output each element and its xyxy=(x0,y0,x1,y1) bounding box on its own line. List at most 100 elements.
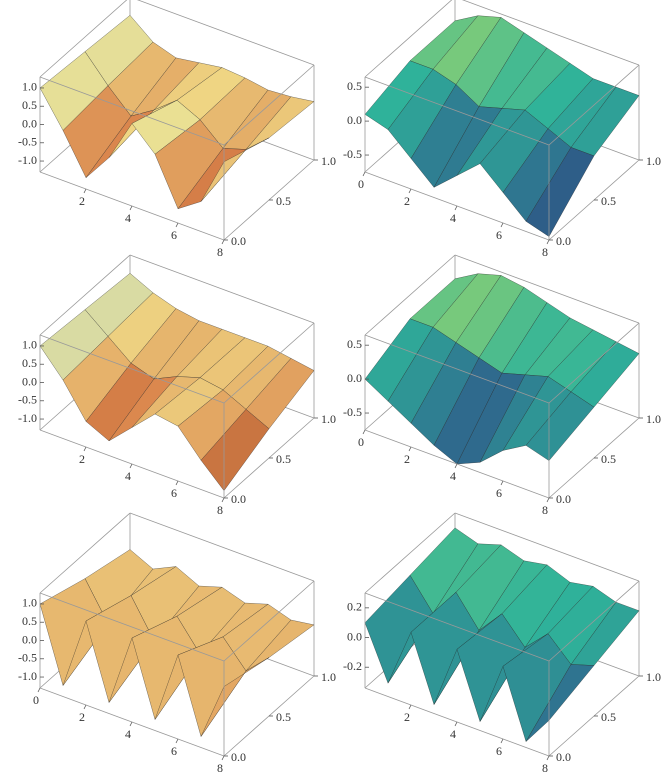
x-tick-label: 0 xyxy=(33,693,39,707)
box-edge xyxy=(364,592,550,662)
surface-patch xyxy=(525,391,595,462)
x-tick xyxy=(500,222,504,228)
z-tick-label: -1.0 xyxy=(18,411,37,425)
x-tick xyxy=(408,446,412,452)
box-edge xyxy=(548,322,640,404)
x-tick xyxy=(454,463,458,469)
x-tick xyxy=(454,205,458,211)
x-tick-label: 0 xyxy=(358,177,364,191)
z-tick-label: 1.0 xyxy=(22,596,37,610)
y-tick-label: 1.0 xyxy=(321,670,336,684)
z-tick-label: 0.2 xyxy=(347,600,362,614)
x-tick xyxy=(546,239,550,245)
x-tick-label: 2 xyxy=(79,452,85,466)
y-tick-label: 0.5 xyxy=(276,710,291,724)
x-tick-label: 4 xyxy=(125,727,131,741)
z-tick-label: 0.5 xyxy=(22,614,37,628)
box-edge xyxy=(364,76,550,146)
x-tick xyxy=(546,497,550,503)
z-tick-label: -0.2 xyxy=(343,659,362,673)
y-tick-label: 0.5 xyxy=(601,452,616,466)
box-edge xyxy=(39,592,225,662)
x-tick-label: 2 xyxy=(79,194,85,208)
box-edge xyxy=(223,322,315,404)
z-tick-label: -0.5 xyxy=(343,405,362,419)
z-tick-label: 1.0 xyxy=(22,338,37,352)
x-tick-label: 2 xyxy=(404,194,410,208)
box-edge xyxy=(39,512,131,594)
x-tick xyxy=(546,755,550,761)
surface-patch xyxy=(525,147,595,237)
z-tick-label: -1.0 xyxy=(18,669,37,683)
x-tick-label: 4 xyxy=(450,469,456,483)
box-edge xyxy=(454,254,640,324)
x-tick xyxy=(175,222,179,228)
x-tick-label: 8 xyxy=(542,503,548,517)
x-tick-label: 4 xyxy=(125,211,131,225)
y-tick-label: 0.0 xyxy=(556,492,571,506)
z-tick-label: 0.0 xyxy=(22,632,37,646)
y-tick-label: 0.0 xyxy=(556,234,571,248)
x-tick-label: 6 xyxy=(171,744,177,758)
box-edge xyxy=(364,512,456,594)
x-tick xyxy=(408,704,412,710)
y-tick-label: 0.0 xyxy=(231,234,246,248)
x-tick-label: 6 xyxy=(496,228,502,242)
surface-patch xyxy=(525,664,595,742)
z-tick-label: 0.5 xyxy=(22,98,37,112)
x-tick xyxy=(175,480,179,486)
box-edge xyxy=(223,64,315,146)
box-edge xyxy=(136,0,315,66)
x-tick-label: 6 xyxy=(171,486,177,500)
box-edge xyxy=(129,254,315,324)
x-tick-label: 2 xyxy=(404,710,410,724)
surface-patch xyxy=(200,657,270,737)
x-tick xyxy=(83,188,87,194)
z-tick-label: 0.0 xyxy=(347,629,362,643)
box-edge xyxy=(454,512,640,582)
x-tick-label: 2 xyxy=(79,710,85,724)
x-tick-label: 8 xyxy=(217,761,223,774)
x-tick xyxy=(221,239,225,245)
box-edge xyxy=(39,0,128,78)
y-tick-label: 0.0 xyxy=(231,492,246,506)
surface-patch xyxy=(200,137,270,202)
x-tick-label: 0 xyxy=(358,435,364,449)
z-tick-label: 0.5 xyxy=(347,337,362,351)
x-tick-label: 8 xyxy=(542,245,548,259)
y-tick-label: 1.0 xyxy=(321,412,336,426)
z-tick-label: 1.0 xyxy=(22,80,37,94)
x-tick xyxy=(83,704,87,710)
box-edge xyxy=(461,0,640,66)
x-tick-label: 4 xyxy=(450,727,456,741)
x-tick-label: 2 xyxy=(404,452,410,466)
x-tick xyxy=(500,480,504,486)
x-tick xyxy=(83,446,87,452)
y-tick-label: 0.5 xyxy=(276,194,291,208)
x-tick xyxy=(454,721,458,727)
y-tick-label: 0.5 xyxy=(601,194,616,208)
x-tick xyxy=(37,687,41,693)
x-tick xyxy=(221,755,225,761)
x-tick xyxy=(408,188,412,194)
x-tick-label: 8 xyxy=(542,761,548,774)
y-tick-label: 0.5 xyxy=(276,452,291,466)
x-tick xyxy=(175,738,179,744)
box-edge xyxy=(364,334,550,404)
box-edge xyxy=(223,580,315,662)
z-tick-label: 0.5 xyxy=(347,79,362,93)
z-tick-label: -0.5 xyxy=(18,393,37,407)
z-tick-label: -1.0 xyxy=(18,153,37,167)
y-tick-label: 0.0 xyxy=(556,750,571,764)
z-tick-label: 0.5 xyxy=(22,356,37,370)
x-tick xyxy=(129,205,133,211)
x-tick-label: 4 xyxy=(450,211,456,225)
box-edge xyxy=(548,580,640,662)
x-tick-label: 8 xyxy=(217,503,223,517)
surface-patch xyxy=(200,408,270,492)
box-edge xyxy=(39,334,225,404)
y-tick-label: 1.0 xyxy=(646,154,661,168)
x-tick xyxy=(500,738,504,744)
z-tick-label: -0.5 xyxy=(18,135,37,149)
box-edge xyxy=(364,0,453,78)
